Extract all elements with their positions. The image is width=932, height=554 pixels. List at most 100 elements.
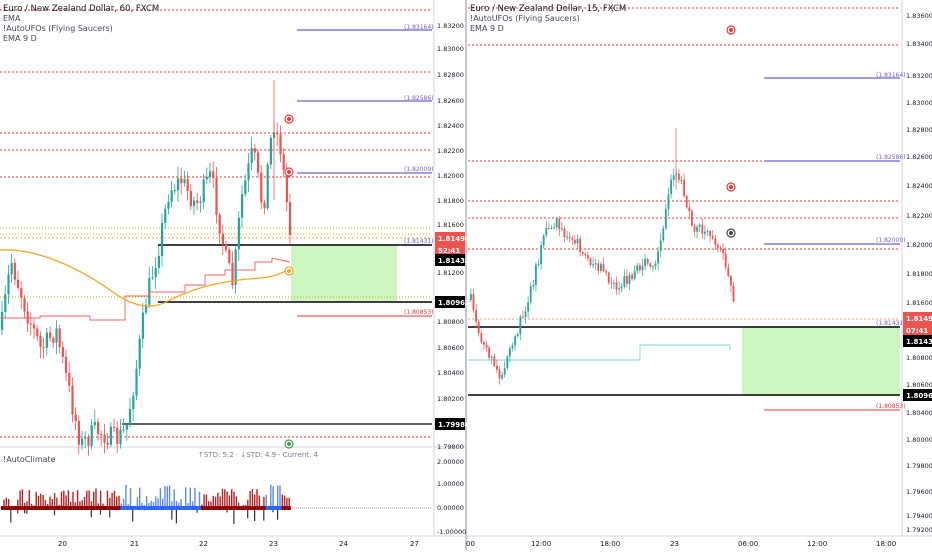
- left-candle[interactable]: [263, 202, 265, 208]
- left-candle[interactable]: [193, 200, 195, 206]
- right-candle[interactable]: [558, 219, 560, 230]
- right-candle[interactable]: [566, 237, 568, 238]
- left-candle[interactable]: [225, 244, 227, 250]
- left-candle[interactable]: [247, 163, 249, 180]
- left-candle[interactable]: [209, 171, 211, 177]
- left-candle[interactable]: [107, 443, 109, 445]
- right-candle[interactable]: [657, 251, 659, 264]
- left-candle[interactable]: [164, 209, 166, 223]
- right-candle[interactable]: [631, 275, 633, 279]
- right-candle[interactable]: [670, 180, 672, 194]
- right-candle[interactable]: [733, 285, 735, 301]
- left-candle[interactable]: [1, 312, 3, 330]
- right-candle[interactable]: [519, 317, 521, 334]
- left-candle[interactable]: [177, 178, 179, 190]
- right-candle[interactable]: [600, 264, 602, 271]
- left-demand-zone[interactable]: [291, 245, 397, 301]
- left-candle[interactable]: [39, 336, 41, 347]
- right-candle[interactable]: [694, 226, 696, 232]
- right-candle[interactable]: [722, 249, 724, 253]
- right-candle[interactable]: [473, 294, 475, 310]
- left-candle[interactable]: [132, 396, 134, 409]
- left-candle[interactable]: [199, 202, 201, 203]
- right-candle[interactable]: [644, 259, 646, 266]
- right-candle[interactable]: [725, 253, 727, 267]
- right-candle[interactable]: [668, 194, 670, 209]
- right-candle[interactable]: [642, 266, 644, 270]
- left-candle[interactable]: [183, 179, 185, 183]
- right-candle[interactable]: [636, 265, 638, 271]
- left-candle[interactable]: [62, 347, 64, 357]
- right-candle[interactable]: [501, 375, 503, 379]
- left-candle[interactable]: [30, 324, 32, 325]
- right-candle[interactable]: [673, 175, 675, 180]
- right-candle[interactable]: [717, 245, 719, 248]
- left-candle[interactable]: [65, 357, 67, 373]
- right-candle[interactable]: [543, 235, 545, 245]
- right-candle[interactable]: [701, 225, 703, 234]
- left-candle[interactable]: [174, 190, 176, 191]
- right-candle[interactable]: [561, 228, 563, 229]
- left-candle[interactable]: [20, 288, 22, 298]
- left-candle[interactable]: [215, 178, 217, 215]
- left-candle[interactable]: [241, 194, 243, 218]
- right-candle[interactable]: [647, 259, 649, 264]
- left-indicator-ema[interactable]: EMA: [3, 14, 159, 24]
- right-candle[interactable]: [707, 231, 709, 232]
- left-candle[interactable]: [119, 430, 121, 444]
- left-candle[interactable]: [7, 274, 9, 294]
- right-candle[interactable]: [478, 322, 480, 334]
- right-candle[interactable]: [522, 317, 524, 318]
- left-candle[interactable]: [279, 134, 281, 154]
- right-candle[interactable]: [514, 336, 516, 345]
- right-candle[interactable]: [574, 240, 576, 244]
- right-candle[interactable]: [610, 283, 612, 284]
- left-candle[interactable]: [43, 347, 45, 348]
- left-candle[interactable]: [129, 409, 131, 425]
- right-candle[interactable]: [509, 348, 511, 356]
- right-candle[interactable]: [649, 264, 651, 267]
- left-candle[interactable]: [190, 191, 192, 206]
- left-candle[interactable]: [238, 218, 240, 250]
- left-candle[interactable]: [46, 333, 48, 348]
- right-indicator-ufos[interactable]: !AutoUFOs (Flying Saucers): [470, 14, 626, 24]
- right-candle[interactable]: [605, 271, 607, 273]
- left-candle[interactable]: [78, 421, 80, 445]
- left-candle[interactable]: [270, 138, 272, 165]
- right-candle[interactable]: [603, 264, 605, 271]
- left-candle[interactable]: [135, 369, 137, 396]
- right-candle[interactable]: [532, 285, 534, 287]
- right-candle[interactable]: [709, 231, 711, 236]
- right-candle[interactable]: [639, 265, 641, 270]
- right-candle[interactable]: [548, 228, 550, 229]
- left-candle[interactable]: [196, 200, 198, 203]
- left-candle[interactable]: [71, 386, 73, 415]
- left-candle[interactable]: [4, 294, 6, 312]
- left-candle[interactable]: [206, 177, 208, 180]
- left-ema-line[interactable]: [0, 250, 290, 306]
- left-candle[interactable]: [289, 202, 291, 235]
- left-candle[interactable]: [49, 333, 51, 339]
- left-candle[interactable]: [55, 328, 57, 342]
- right-candle[interactable]: [504, 368, 506, 375]
- right-candle[interactable]: [623, 276, 625, 287]
- left-candle[interactable]: [94, 422, 96, 425]
- right-candle[interactable]: [681, 180, 683, 181]
- right-candle[interactable]: [662, 228, 664, 240]
- right-candle[interactable]: [564, 228, 566, 237]
- left-candle[interactable]: [180, 178, 182, 183]
- left-candle[interactable]: [260, 173, 262, 203]
- left-candle[interactable]: [91, 425, 93, 446]
- left-candle[interactable]: [97, 422, 99, 434]
- left-candle[interactable]: [110, 427, 112, 445]
- right-candle[interactable]: [727, 267, 729, 276]
- left-candle[interactable]: [27, 311, 29, 323]
- right-candle[interactable]: [553, 227, 555, 228]
- autoclimate-label[interactable]: !AutoClimate: [3, 455, 56, 464]
- left-candle[interactable]: [75, 414, 77, 421]
- right-candle[interactable]: [540, 245, 542, 264]
- right-candle[interactable]: [571, 238, 573, 240]
- left-candle[interactable]: [203, 179, 205, 201]
- right-candle[interactable]: [616, 283, 618, 290]
